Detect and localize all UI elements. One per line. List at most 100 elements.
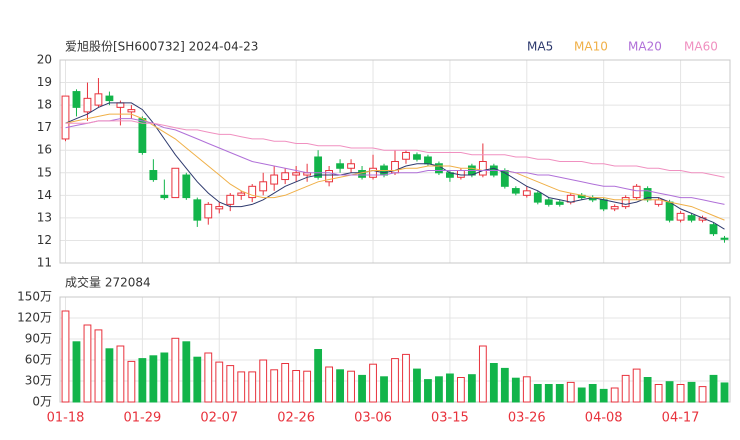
volume-bar xyxy=(665,381,674,403)
volume-bar xyxy=(303,370,312,403)
y-tick-label: 20 xyxy=(37,53,52,67)
volume-bar xyxy=(424,379,432,403)
volume-bar xyxy=(522,376,531,403)
volume-bar xyxy=(632,368,641,403)
ma-line xyxy=(65,118,725,205)
candle-body xyxy=(621,197,630,208)
candle-body xyxy=(555,201,564,205)
x-tick-label: 02-07 xyxy=(200,411,238,426)
candle-body xyxy=(259,181,268,192)
candle-body xyxy=(193,199,202,221)
volume-bar xyxy=(577,387,586,403)
volume-bar xyxy=(292,370,301,403)
volume-bar xyxy=(676,384,685,403)
volume-bar xyxy=(149,355,158,403)
volume-bar xyxy=(193,356,202,403)
volume-bar xyxy=(446,373,454,403)
candle-body xyxy=(533,192,542,203)
candle-body xyxy=(720,237,729,240)
candle-body xyxy=(610,206,619,210)
volume-bar xyxy=(500,367,509,403)
candle-body xyxy=(336,163,344,169)
volume-title: 成交量 272084 xyxy=(65,275,151,290)
volume-bar xyxy=(237,371,246,403)
ma-line xyxy=(65,120,725,178)
volume-bar xyxy=(127,360,136,403)
y-tick-label: 13 xyxy=(37,210,52,224)
candle-body xyxy=(83,97,92,113)
volume-bar xyxy=(413,368,421,403)
volume-bar xyxy=(138,358,147,403)
volume-bar xyxy=(248,371,257,403)
volume-bar xyxy=(325,366,334,403)
legend-entry: MA10 xyxy=(574,40,608,54)
volume-bar xyxy=(588,384,597,403)
y2-tick-label: 30万 xyxy=(25,374,52,388)
volume-bar xyxy=(478,345,487,403)
volume-bar xyxy=(215,361,224,403)
volume-bar xyxy=(72,341,81,403)
x-tick-label: 04-08 xyxy=(585,411,623,426)
candle-body xyxy=(116,102,125,108)
volume-bar xyxy=(259,359,268,403)
volume-bar xyxy=(643,377,652,403)
volume-bar xyxy=(336,369,344,403)
candle-body xyxy=(160,194,169,199)
volume-bar xyxy=(358,374,366,403)
candle-body xyxy=(226,194,235,205)
y-tick-label: 16 xyxy=(37,143,52,157)
candle-body xyxy=(402,151,410,160)
y-tick-label: 18 xyxy=(37,98,52,112)
legend-entry: MA20 xyxy=(628,40,662,54)
volume-bar xyxy=(402,353,410,403)
candle-body xyxy=(369,167,377,178)
volume-bar xyxy=(610,387,619,403)
volume-bar xyxy=(698,386,707,403)
volume-bar xyxy=(621,374,630,403)
candle-body xyxy=(358,170,366,178)
volume-bar xyxy=(314,349,323,403)
y-tick-label: 12 xyxy=(37,233,52,247)
candle-body xyxy=(709,224,718,235)
y2-tick-label: 120万 xyxy=(17,311,52,325)
y-tick-label: 19 xyxy=(37,75,52,89)
volume-bar xyxy=(94,329,103,403)
candle-body xyxy=(105,95,114,102)
volume-bar xyxy=(489,363,498,403)
legend-entry: MA5 xyxy=(527,40,553,54)
candle-body xyxy=(478,161,487,176)
volume-bar xyxy=(566,381,575,403)
candle-body xyxy=(248,185,257,199)
volume-bar xyxy=(160,352,169,403)
volume-bar xyxy=(204,352,213,403)
volume-bar xyxy=(467,374,476,403)
volume-bar xyxy=(105,348,114,403)
ma-line xyxy=(65,113,725,221)
candle-body xyxy=(413,154,421,160)
y-tick-label: 11 xyxy=(37,256,52,270)
volume-bar xyxy=(369,363,377,403)
candle-body xyxy=(325,170,334,183)
candle-body xyxy=(281,172,290,181)
candle-body xyxy=(94,93,103,106)
candle-body xyxy=(599,199,608,210)
candle-body xyxy=(456,170,465,178)
volume-bar xyxy=(281,363,290,403)
candle-body xyxy=(522,190,531,196)
y2-tick-label: 0万 xyxy=(32,395,52,409)
candle-body xyxy=(632,185,641,199)
candle-body xyxy=(171,167,180,199)
volume-bar xyxy=(226,365,235,403)
volume-bar xyxy=(182,341,191,403)
volume-bar xyxy=(391,358,399,403)
volume-bar xyxy=(599,388,608,403)
candle-body xyxy=(127,109,136,113)
candle-body xyxy=(149,170,158,181)
candle-body xyxy=(138,118,147,153)
y-tick-label: 15 xyxy=(37,165,52,179)
candle-body xyxy=(61,95,70,140)
candle-body xyxy=(182,174,191,199)
candle-body xyxy=(687,215,696,221)
x-tick-label: 03-15 xyxy=(431,411,469,426)
